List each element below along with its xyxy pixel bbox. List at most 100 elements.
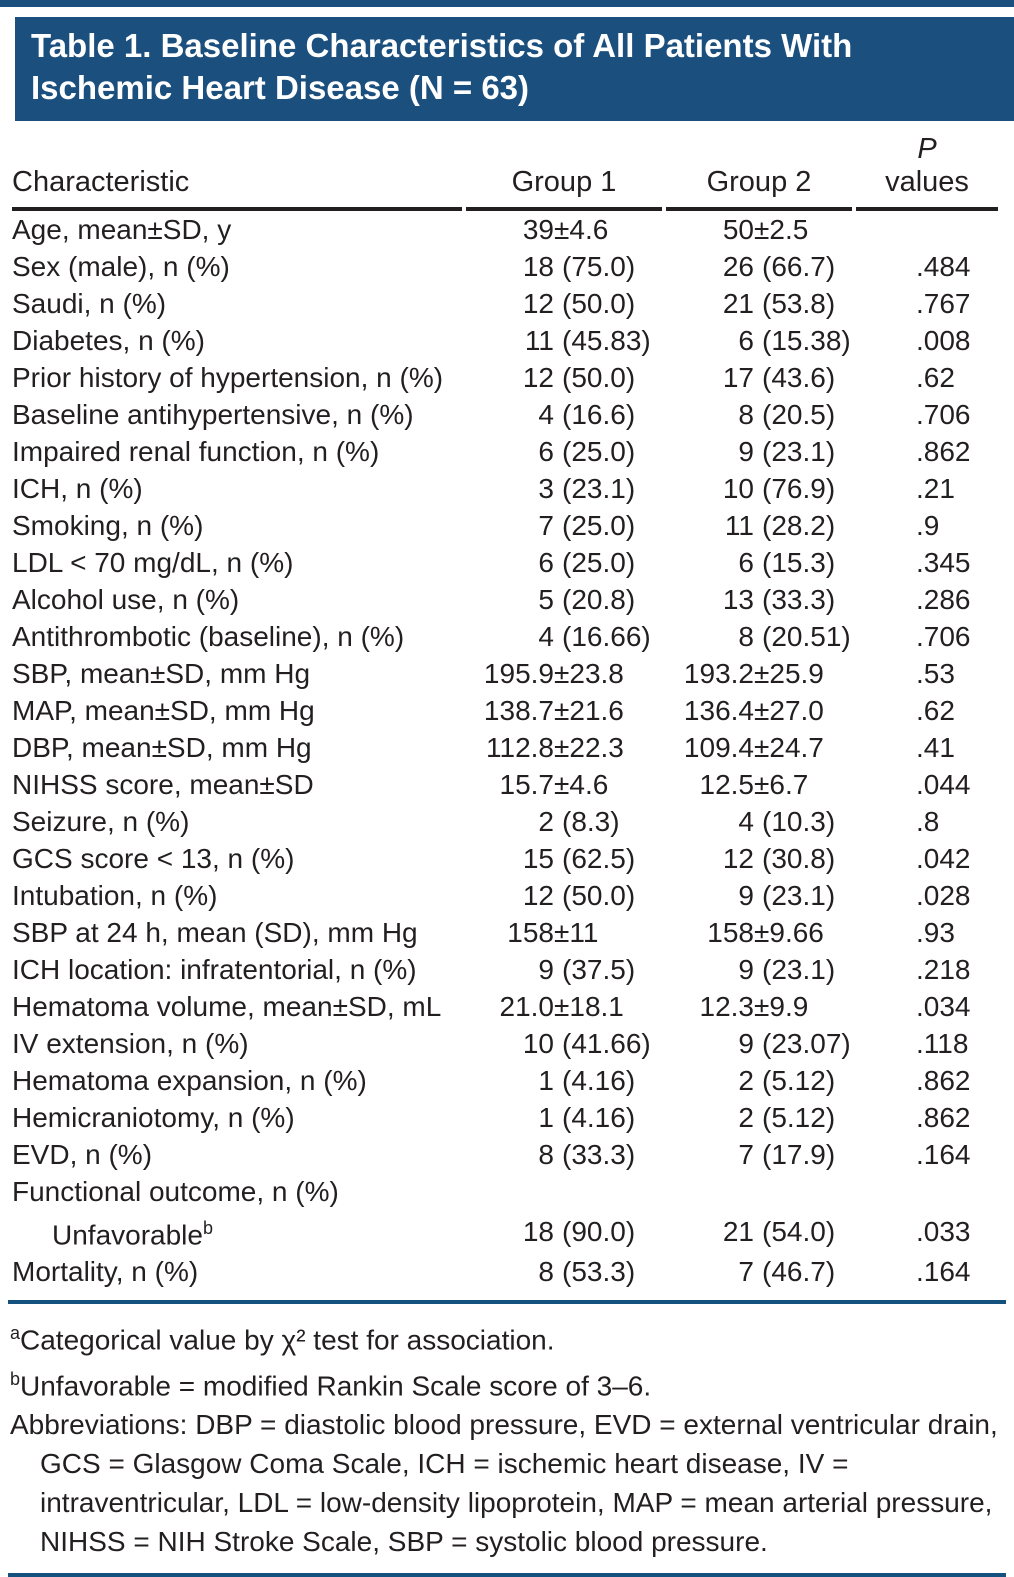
table-row: SBP at 24 h, mean (SD), mm Hg 158 ±11 158 ±9… [12,914,998,951]
footnote-b: bUnfavorable = modified Rankin Scale sco… [10,1360,1008,1405]
table-row: DBP, mean±SD, mm Hg 112.8 ±22.3 109.4 ±24.7.… [12,729,998,766]
cell-group1: 12 (50.0) [522,880,636,911]
row-label: Impaired renal function, n (%) [12,436,380,467]
cell-group2: 7 (17.9) [738,1139,836,1170]
table-row: Hemicraniotomy, n (%) 1 (4.16) 2 (5.12) .862 [12,1099,998,1136]
cell-group2: 26 (66.7) [722,251,836,282]
cell-p-value: .93 [916,917,955,948]
row-label: Sex (male), n (%) [12,251,230,282]
cell-p-value: .62 [916,362,955,393]
cell-group2: 136.4 ±27.0 [683,695,824,726]
cell-group1: 5 (20.8) [538,584,636,615]
table-row: Saudi, n (%) 12 (50.0) 21 (53.8) .767 [12,285,998,322]
cell-group1: 15 (62.5) [522,843,636,874]
cell-group1: 2 (8.3) [538,806,620,837]
cell-group1: 21.0 ±18.1 [499,991,624,1022]
cell-group1: 6 (25.0) [538,436,636,467]
cell-p-value: .862 [916,1065,971,1096]
row-label: Alcohol use, n (%) [12,584,240,615]
table-row: Functional outcome, n (%) [12,1173,998,1210]
row-label: Diabetes, n (%) [12,325,205,356]
cell-group2: 9 (23.1) [738,954,836,985]
column-header-group2: Group 2 [666,121,852,211]
row-label: MAP, mean±SD, mm Hg [12,695,315,726]
cell-group1: 9 (37.5) [538,954,636,985]
table-row: Sex (male), n (%) 18 (75.0) 26 (66.7) .484 [12,248,998,285]
cell-p-value: .042 [916,843,971,874]
row-label: Hematoma expansion, n (%) [12,1065,367,1096]
cell-p-value [856,211,998,248]
cell-group1: 158 ±11 [507,917,599,948]
cell-p-value: .21 [916,473,955,504]
cell-group2: 13 (33.3) [722,584,836,615]
row-label: NIHSS score, mean±SD [12,769,314,800]
abbreviations-note: Abbreviations: DBP = diastolic blood pre… [10,1408,998,1557]
cell-group2: 17 (43.6) [722,362,836,393]
cell-group1: 1 (4.16) [538,1065,636,1096]
cell-group1: 11 (45.83) [524,325,651,356]
row-label: Mortality, n (%) [12,1256,199,1288]
cell-p-value [856,1173,998,1210]
cell-p-value: .41 [916,732,955,763]
column-header-characteristic: Characteristic [12,121,462,211]
table-row: Hematoma expansion, n (%) 1 (4.16) 2 (5.12).… [12,1062,998,1099]
cell-group2: 7 (46.7) [738,1256,836,1288]
column-header-group1: Group 1 [466,121,662,211]
cell-p-value: .008 [916,325,971,356]
cell-group2: 193.2 ±25.9 [683,658,824,689]
cell-p-value: .345 [916,547,971,578]
cell-p-value: .53 [916,658,955,689]
cell-group2: 11 (28.2) [724,510,836,541]
row-label: EVD, n (%) [12,1139,153,1170]
cell-group1: 195.9 ±23.8 [483,658,624,689]
cell-group2: 21 (54.0) [722,1216,836,1248]
footnote-a: aCategorical value by χ² test for associ… [10,1314,1008,1359]
cell-group2: 2 (5.12) [738,1065,836,1096]
row-label: ICH location: infratentorial, n (%) [12,954,417,985]
table-row: Intubation, n (%) 12 (50.0) 9 (23.1) .028 [12,877,998,914]
row-label: Age, mean±SD, y [12,214,232,245]
table-row: MAP, mean±SD, mm Hg 138.7 ±21.6 136.4 ±27.0.… [12,692,998,729]
cell-group2: 8 (20.5) [738,399,836,430]
cell-group1: 39 ±4.6 [522,214,609,245]
cell-p-value: .9 [916,510,940,541]
cell-group2: 50 ±2.5 [722,214,809,245]
cell-group2: 158 ±9.66 [707,917,824,948]
cell-group1: 112.8 ±22.3 [486,732,624,763]
top-accent-bar [0,0,1014,7]
cell-p-value: .286 [916,584,971,615]
cell-group2: 9 (23.07) [738,1028,851,1059]
cell-p-value: .767 [916,288,971,319]
cell-group1: 18 (75.0) [522,251,636,282]
cell-group2: 8 (20.51) [738,621,851,652]
row-label: Antithrombotic (baseline), n (%) [12,621,405,652]
cell-group1: 8 (33.3) [538,1139,636,1170]
table-row: SBP, mean±SD, mm Hg 195.9 ±23.8 193.2 ±25.9.… [12,655,998,692]
footnote-b-text: Unfavorable = modified Rankin Scale scor… [20,1369,652,1401]
row-label: ICH, n (%) [12,473,143,504]
row-label: DBP, mean±SD, mm Hg [12,732,312,763]
row-label: SBP at 24 h, mean (SD), mm Hg [12,917,418,948]
cell-p-value: .706 [916,399,971,430]
cell-p-value: .862 [916,436,971,467]
row-label: LDL < 70 mg/dL, n (%) [12,547,294,578]
footnote-b-marker: b [10,1368,21,1389]
cell-group1: 12 (50.0) [522,362,636,393]
cell-p-value: .164 [916,1139,971,1170]
cell-group2: 9 (23.1) [738,436,836,467]
table-row: Smoking, n (%) 7 (25.0) 11 (28.2) .9 [12,507,998,544]
cell-group1: 138.7 ±21.6 [483,695,624,726]
cell-group2: 12.3 ±9.9 [699,991,809,1022]
table-row: Baseline antihypertensive, n (%) 4 (16.6) 8… [12,396,998,433]
cell-group1: 4 (16.6) [538,399,636,430]
cell-group2: 109.4 ±24.7 [683,732,824,763]
cell-group1: 8 (53.3) [538,1256,636,1288]
cell-group2: 21 (53.8) [722,288,836,319]
bottom-rule [8,1572,1006,1577]
cell-group1: 10 (41.66) [522,1028,651,1059]
cell-group2: 12 (30.8) [722,843,836,874]
